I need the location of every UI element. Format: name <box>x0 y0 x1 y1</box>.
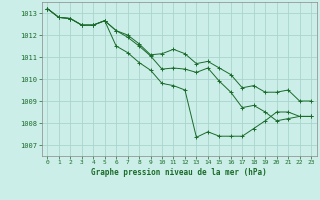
X-axis label: Graphe pression niveau de la mer (hPa): Graphe pression niveau de la mer (hPa) <box>91 168 267 177</box>
